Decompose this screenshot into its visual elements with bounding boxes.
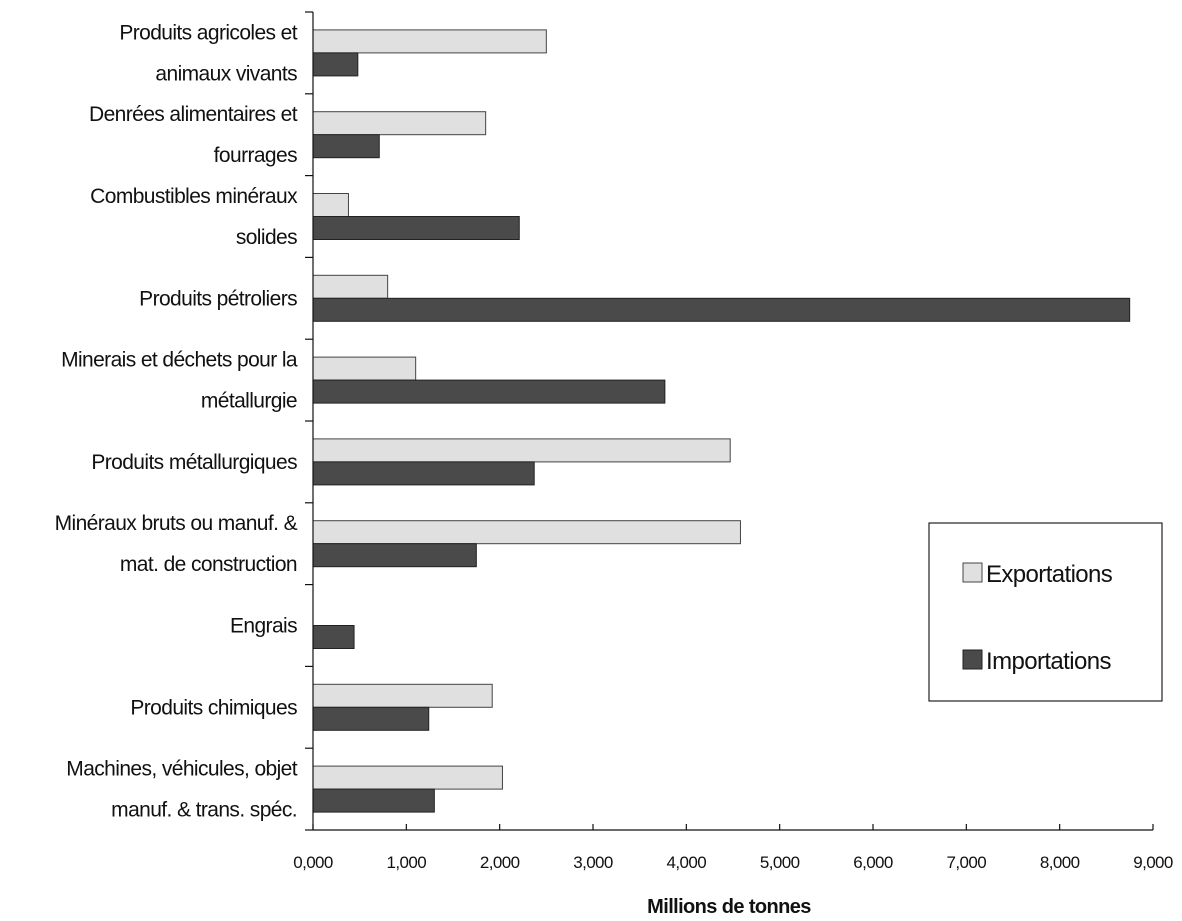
legend-swatch-exportations [962,562,983,583]
bar-exportations-4 [312,356,417,381]
x-axis-title: Millions de tonnes [647,896,811,918]
legend: Exportations Importations [928,522,1163,702]
category-label-2-line-1: solides [236,226,297,249]
x-tick-label-7: 7,000 [947,853,987,872]
category-label-1-line-1: fourrages [214,144,297,167]
x-tick-label-6: 6,000 [853,853,893,872]
bar-importations-5 [312,461,535,486]
bar-importations-7 [312,625,355,649]
legend-box [928,522,1163,702]
bar-importations-0 [312,52,359,77]
bar-exportations-8 [312,683,493,708]
category-label-0-line-0: Produits agricoles et [119,21,297,44]
x-tick-label-5: 5,000 [760,853,800,872]
x-tick-labels: 0,000 1,000 2,000 3,000 4,000 5,000 6,000 7,000… [293,853,1173,872]
category-label-7-line-0: Engrais [230,615,297,638]
category-label-6-line-1: mat. de construction [120,553,297,576]
x-tick-label-4: 4,000 [667,853,707,872]
bar-importations-2 [312,216,520,240]
bar-exportations-3 [312,274,389,299]
bar-exportations-9 [312,765,503,790]
category-label-4-line-1: métallurgie [201,390,297,413]
bar-exportations-0 [312,29,547,54]
bar-exportations-6 [312,520,741,545]
category-label-1-line-0: Denrées alimentaires et [89,103,298,126]
x-tick-label-1: 1,000 [387,853,427,872]
bar-importations-3 [312,297,1131,322]
bar-importations-1 [312,134,380,159]
category-label-6-line-0: Minéraux bruts ou manuf. & [55,512,298,535]
x-tick-label-9: 9,000 [1133,853,1173,872]
category-label-3-line-0: Produits pétroliers [139,287,297,310]
x-tick-label-2: 2,000 [480,853,520,872]
category-label-9-line-1: manuf. & trans. spéc. [111,799,297,822]
bar-importations-8 [312,706,430,731]
bar-importations-4 [312,379,666,404]
bar-importations-6 [312,543,477,568]
category-label-4-line-0: Minerais et déchets pour la [61,349,298,372]
category-label-8-line-0: Produits chimiques [130,696,297,719]
bar-exportations-2 [312,193,349,217]
category-labels: Produits agricoles et animaux vivants Denr… [55,21,299,822]
category-label-5-line-0: Produits métallurgiques [91,451,297,474]
x-tick-label-3: 3,000 [573,853,613,872]
x-tick-label-0: 0,000 [293,853,333,872]
category-label-0-line-1: animaux vivants [155,62,297,85]
legend-label-importations: Importations [986,648,1111,675]
x-tick-label-8: 8,000 [1040,853,1080,872]
axes [305,11,1154,831]
category-label-2-line-0: Combustibles minéraux [90,185,298,208]
legend-label-exportations: Exportations [986,561,1113,588]
bar-exportations-1 [312,111,487,136]
bar-importations-9 [312,788,435,813]
bar-exportations-5 [312,438,731,463]
legend-swatch-importations [962,649,983,670]
category-label-9-line-0: Machines, véhicules, objet [66,758,297,781]
